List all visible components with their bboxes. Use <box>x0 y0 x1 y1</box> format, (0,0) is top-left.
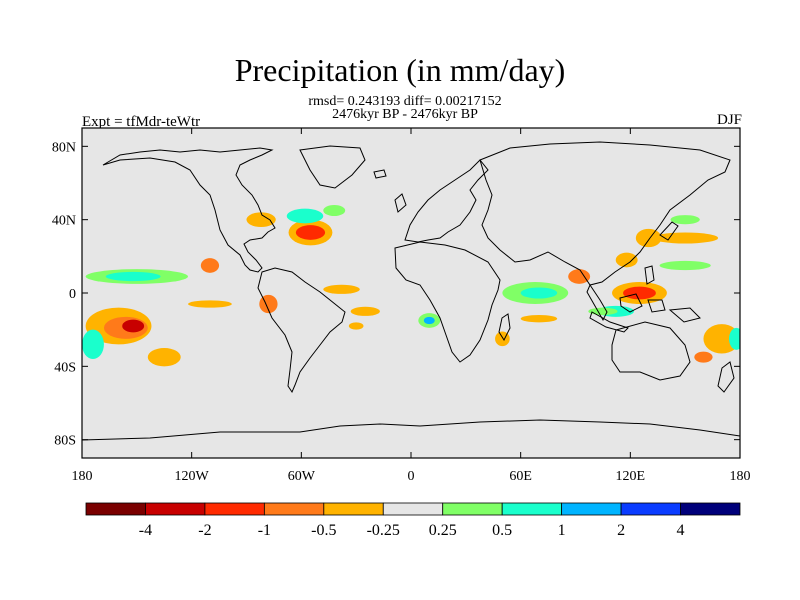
colorbar-swatch <box>85 502 146 516</box>
colorbar-label: 2 <box>617 522 625 539</box>
colorbar-swatch <box>501 502 563 516</box>
colorbar-label: -1 <box>258 522 271 539</box>
anomaly-patch <box>568 269 591 284</box>
x-axis: 180 120W 60W 0 60E 120E 180 <box>72 128 751 484</box>
colorbar-swatch <box>204 502 265 516</box>
anomaly-patch <box>703 324 740 354</box>
experiment-label: Expt = tfMdr-teWtr <box>82 114 201 130</box>
anomaly-patch <box>652 232 719 244</box>
colorbar-swatch <box>442 502 503 516</box>
y-tick-label: 80N <box>52 140 76 155</box>
colorbar-label: 0.25 <box>429 522 457 539</box>
stats-text: rmsd= 0.243193 diff= 0.00217152 <box>308 94 502 109</box>
x-tick-label: 180 <box>730 469 751 484</box>
colorbar-label: -0.5 <box>311 522 336 539</box>
colorbar-label: -0.25 <box>367 522 400 539</box>
period-text: 2476kyr BP - 2476kyr BP <box>332 107 478 122</box>
colorbar-swatch <box>323 502 384 516</box>
anomaly-patch <box>348 322 364 330</box>
season-label: DJF <box>716 112 742 128</box>
colorbar-swatch <box>263 502 325 516</box>
colorbar-swatch <box>620 502 681 516</box>
colorbar-label: -2 <box>198 522 211 539</box>
colorbar-swatch <box>382 502 444 516</box>
anomaly-patch <box>350 306 380 316</box>
anomaly-patch <box>147 348 181 367</box>
anomaly-patch <box>520 315 558 323</box>
anomaly-patch <box>246 212 276 228</box>
chart-title: Precipitation (in mm/day) <box>234 52 566 88</box>
x-tick-label: 120E <box>616 469 646 484</box>
colorbar-swatch <box>561 502 622 516</box>
y-tick-label: 80S <box>54 434 76 449</box>
colorbar-label: 4 <box>677 522 685 539</box>
anomaly-patch <box>694 351 713 363</box>
y-axis: 80N 40N 0 40S 80S <box>52 140 740 449</box>
colorbar-swatch <box>145 502 206 516</box>
anomaly-patch <box>635 228 662 248</box>
anomaly-patch <box>670 215 700 225</box>
anomaly-patch <box>623 286 656 300</box>
anomaly-patch <box>323 284 360 294</box>
anomaly-patch <box>520 287 558 299</box>
colorbar: -4 -2 -1 -0.5 -0.25 0.25 0.5 1 2 4 <box>85 502 741 539</box>
x-tick-label: 60E <box>509 469 532 484</box>
colorbar-swatch <box>680 502 741 516</box>
colorbar-label: 0.5 <box>492 522 512 539</box>
anomaly-patch <box>122 319 145 333</box>
anomaly-layer <box>82 205 740 367</box>
x-tick-label: 0 <box>408 469 415 484</box>
anomaly-patch <box>82 329 104 360</box>
anomaly-patch <box>615 252 638 268</box>
anomaly-patch <box>188 300 232 308</box>
y-tick-label: 40N <box>52 214 76 229</box>
anomaly-patch <box>105 271 161 282</box>
x-tick-label: 180 <box>72 469 93 484</box>
colorbar-label: 1 <box>558 522 566 539</box>
x-tick-label: 120W <box>175 469 210 484</box>
colorbar-label: -4 <box>139 522 152 539</box>
anomaly-patch <box>659 260 711 271</box>
y-tick-label: 40S <box>54 360 76 375</box>
anomaly-patch <box>295 225 326 240</box>
anomaly-patch <box>729 327 740 350</box>
x-tick-label: 60W <box>288 469 316 484</box>
anomaly-patch <box>323 205 346 216</box>
anomaly-patch <box>200 258 220 273</box>
anomaly-patch <box>588 307 618 316</box>
y-tick-label: 0 <box>69 287 76 302</box>
coastlines <box>82 141 740 441</box>
anomaly-patch <box>286 208 324 224</box>
anomaly-patch <box>423 316 435 325</box>
